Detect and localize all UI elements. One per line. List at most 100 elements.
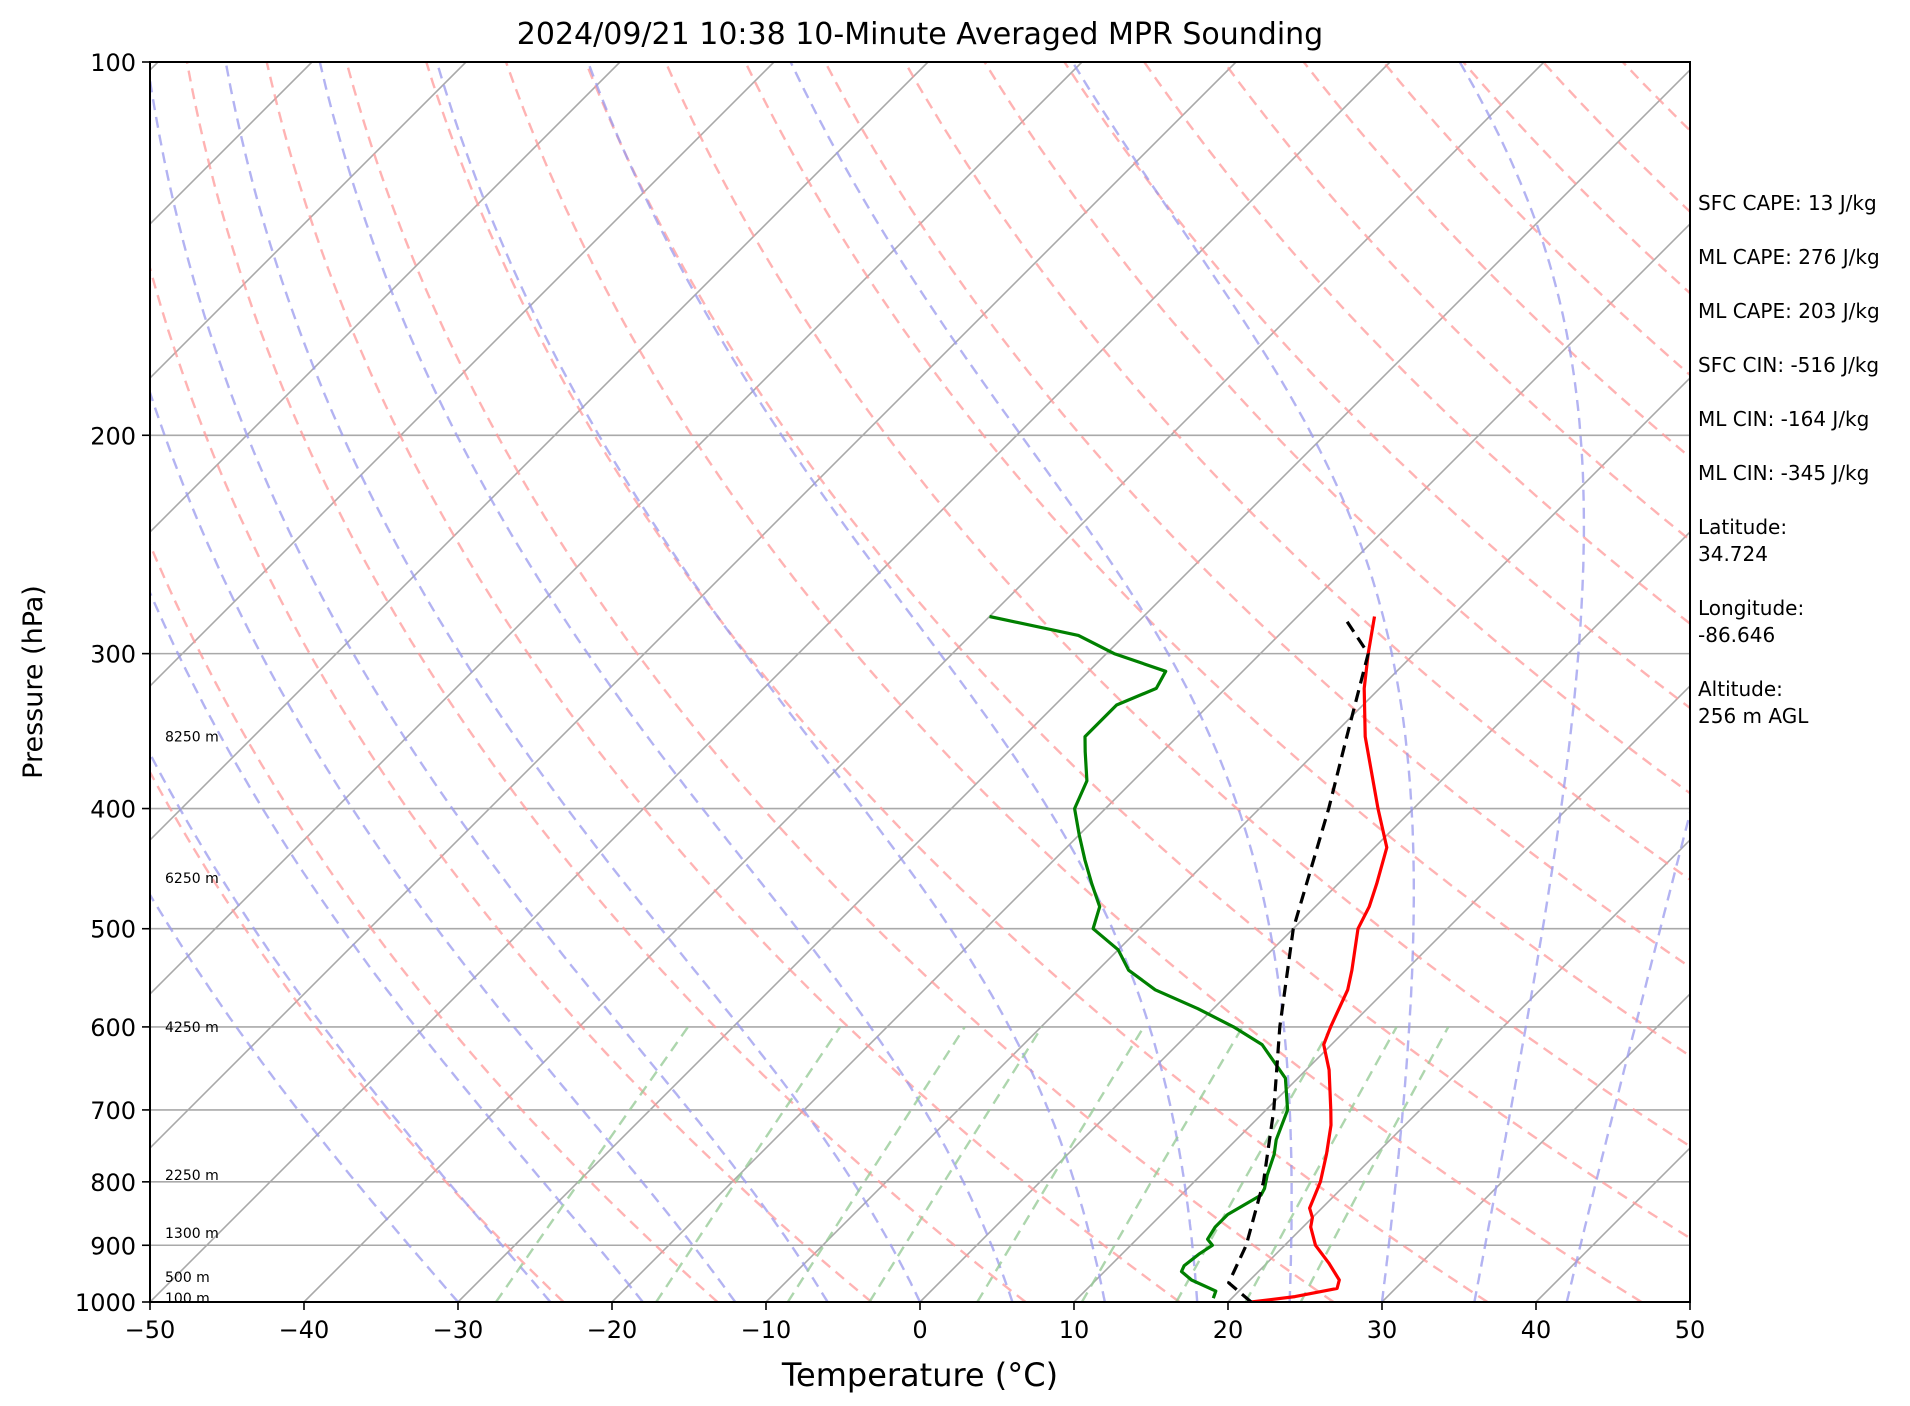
x-tick-label: 10	[1059, 1316, 1090, 1344]
annotation-text: Latitude:	[1698, 515, 1787, 539]
isotherm-line	[150, 62, 929, 842]
isotherm-line	[150, 62, 1391, 1302]
y-tick-label: 700	[90, 1097, 136, 1125]
height-label: 6250 m	[165, 871, 219, 887]
mixing-ratio-line	[1299, 1026, 1450, 1302]
annotation-text: Altitude:	[1698, 677, 1783, 701]
dry-adiabat-line	[265, 62, 1181, 1302]
dry-adiabat-line	[150, 541, 719, 1302]
height-labels: 8250 m 6250 m 4250 m 2250 m 1300 m 500 m 100 m	[165, 730, 219, 1308]
mixing-ratio-line	[655, 1026, 842, 1302]
mixing-ratio-line	[495, 1026, 689, 1302]
y-axis-label: Pressure (hPa)	[18, 585, 49, 779]
moist-adiabat-line	[1458, 62, 1586, 1302]
height-label: 500 m	[165, 1270, 210, 1286]
moist-adiabat-line	[150, 72, 829, 1302]
moist-adiabat-line	[150, 589, 644, 1302]
x-tick-label: −10	[741, 1316, 792, 1344]
background-lines	[150, 62, 1690, 1302]
annotation-text: 34.724	[1698, 542, 1768, 566]
y-tick-label: 200	[90, 422, 136, 450]
isotherm-line	[1073, 684, 1690, 1302]
isotherm-line	[457, 68, 1690, 1302]
height-label: 4250 m	[165, 1020, 219, 1036]
dry-adiabat-line	[584, 62, 1690, 1240]
x-tick-label: −40	[279, 1316, 330, 1344]
dry-adiabat-line	[1382, 62, 1690, 377]
annotations-panel: SFC CAPE: 13 J/kg ML CAPE: 276 J/kg ML CAP…	[1698, 191, 1880, 728]
moist-adiabat-line	[224, 62, 922, 1302]
y-tick-label: 600	[90, 1014, 136, 1042]
isotherm-line	[765, 376, 1690, 1302]
y-tick-label: 300	[90, 641, 136, 669]
height-label: 1300 m	[165, 1226, 219, 1242]
annotation-text: SFC CIN: -516 J/kg	[1698, 353, 1879, 377]
dry-adiabat-line	[504, 62, 1643, 1302]
moist-adiabat-line	[150, 892, 459, 1302]
dry-adiabat-line	[903, 62, 1690, 882]
x-tick-label: 20	[1213, 1316, 1244, 1344]
y-tick-label: 100	[90, 49, 136, 77]
dry-adiabat-line	[1302, 62, 1690, 459]
mixing-ratio-line	[1244, 1026, 1398, 1302]
y-tick-label: 900	[90, 1232, 136, 1260]
x-tick-label: 40	[1521, 1316, 1552, 1344]
annotation-text: ML CIN: -345 J/kg	[1698, 461, 1869, 485]
x-tick-label: 0	[912, 1316, 927, 1344]
annotation-text: -86.646	[1698, 623, 1775, 647]
dry-adiabat-line	[425, 62, 1489, 1302]
isotherm-line	[150, 62, 1083, 996]
x-tick-label: −30	[433, 1316, 484, 1344]
x-tick-label: 30	[1367, 1316, 1398, 1344]
dry-adiabat-line	[744, 62, 1690, 1058]
moist-adiabat-line	[318, 62, 1014, 1302]
isotherm-line	[150, 62, 467, 380]
plot-frame	[149, 61, 1691, 1303]
y-tick-label: 1000	[75, 1289, 136, 1317]
x-tick-label: −20	[587, 1316, 638, 1344]
dry-adiabat-line	[1222, 62, 1690, 542]
moist-adiabat-line	[586, 62, 1199, 1302]
height-label: 2250 m	[165, 1168, 219, 1184]
chart-title: 2024/09/21 10:38 10-Minute Averaged MPR …	[517, 17, 1323, 52]
moist-adiabat-line	[1071, 62, 1415, 1302]
mixing-ratio-line	[868, 1026, 1043, 1302]
mixing-ratio-line	[786, 1026, 966, 1302]
isotherm-line	[303, 62, 1545, 1302]
y-tick-label: 500	[90, 916, 136, 944]
y-tick-label: 800	[90, 1169, 136, 1197]
dry-adiabat-line	[185, 62, 1027, 1302]
mixing-ratio-line	[1080, 1026, 1244, 1302]
dry-adiabat-line	[1462, 62, 1690, 295]
isotherm-line	[1381, 992, 1690, 1302]
annotation-text: ML CIN: -164 J/kg	[1698, 407, 1869, 431]
dewpoint-line	[989, 614, 1290, 1299]
dry-adiabat-line	[1063, 62, 1690, 710]
moist-adiabat-line	[1565, 808, 1690, 1302]
isotherm-line	[1227, 838, 1690, 1302]
temperature-line	[1250, 616, 1389, 1302]
height-label: 100 m	[165, 1291, 210, 1307]
x-axis-label: Temperature (°C)	[781, 1356, 1058, 1394]
annotation-text: ML CAPE: 203 J/kg	[1698, 299, 1880, 323]
mixing-ratio-line	[976, 1026, 1145, 1302]
isotherm-line	[150, 62, 1237, 1150]
mixing-ratio-line	[1175, 1026, 1333, 1302]
annotation-text: SFC CAPE: 13 J/kg	[1698, 191, 1877, 215]
isotherm-line	[919, 530, 1690, 1302]
dry-adiabat-line	[824, 62, 1690, 969]
parcel-line	[1227, 615, 1370, 1302]
axes: −50 −40 −30 −20 −10 0 10 20 30 40 50 100 200 300 400 50…	[75, 49, 1705, 1344]
x-tick-label: −50	[125, 1316, 176, 1344]
moist-adiabat-line	[435, 62, 1106, 1302]
y-tick-label: 400	[90, 796, 136, 824]
x-tick-label: 50	[1675, 1316, 1706, 1344]
isotherm-line	[150, 62, 621, 534]
moist-adiabat-line	[150, 388, 737, 1302]
height-label: 8250 m	[165, 730, 219, 746]
dry-adiabat-line	[664, 62, 1690, 1148]
moist-adiabat-line	[150, 751, 552, 1302]
dry-adiabat-line	[1143, 62, 1690, 626]
annotation-text: Longitude:	[1698, 596, 1804, 620]
